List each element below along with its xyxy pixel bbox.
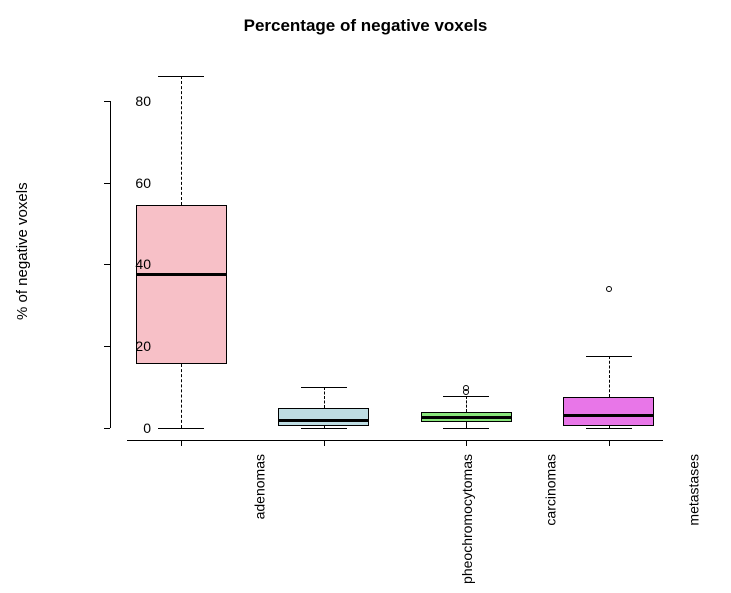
whisker-cap-upper xyxy=(443,396,489,397)
x-tick-label: metastases xyxy=(685,454,701,526)
whisker-upper xyxy=(609,356,610,396)
x-tick-mark xyxy=(324,440,325,446)
x-tick-mark xyxy=(466,440,467,446)
median-line xyxy=(136,273,227,276)
y-axis-label: % of negative voxels xyxy=(14,182,31,320)
whisker-cap-lower xyxy=(301,428,347,429)
whisker-cap-upper xyxy=(586,356,632,357)
y-tick-mark xyxy=(104,264,110,265)
whisker-cap-lower xyxy=(443,428,489,429)
y-tick-mark xyxy=(104,101,110,102)
box xyxy=(278,408,369,426)
boxplot-chart: Percentage of negative voxels % of negat… xyxy=(0,0,731,593)
outlier-point xyxy=(606,286,612,292)
whisker-cap-lower xyxy=(158,428,204,429)
y-axis-line xyxy=(110,101,111,428)
x-tick-mark xyxy=(181,440,182,446)
whisker-cap-upper xyxy=(158,76,204,77)
x-tick-label: pheochromocytomas xyxy=(459,454,475,584)
y-tick-mark xyxy=(104,183,110,184)
y-tick-label: 20 xyxy=(135,338,151,354)
y-tick-label: 60 xyxy=(135,175,151,191)
median-line xyxy=(278,419,369,422)
whisker-upper xyxy=(324,387,325,408)
y-tick-mark xyxy=(104,346,110,347)
whisker-cap-upper xyxy=(301,387,347,388)
whisker-cap-lower xyxy=(586,428,632,429)
median-line xyxy=(421,416,512,419)
x-axis-line xyxy=(127,440,663,441)
y-tick-label: 40 xyxy=(135,256,151,272)
x-tick-label: adenomas xyxy=(252,454,268,519)
y-tick-label: 0 xyxy=(143,420,151,436)
chart-title: Percentage of negative voxels xyxy=(0,16,731,36)
y-tick-mark xyxy=(104,428,110,429)
whisker-upper xyxy=(181,76,182,205)
x-tick-mark xyxy=(609,440,610,446)
whisker-upper xyxy=(466,396,467,412)
plot-area xyxy=(110,60,680,440)
x-tick-label: carcinomas xyxy=(543,454,559,526)
whisker-lower xyxy=(181,364,182,427)
outlier-point xyxy=(463,385,469,391)
box xyxy=(563,397,654,426)
median-line xyxy=(563,414,654,417)
y-tick-label: 80 xyxy=(135,93,151,109)
